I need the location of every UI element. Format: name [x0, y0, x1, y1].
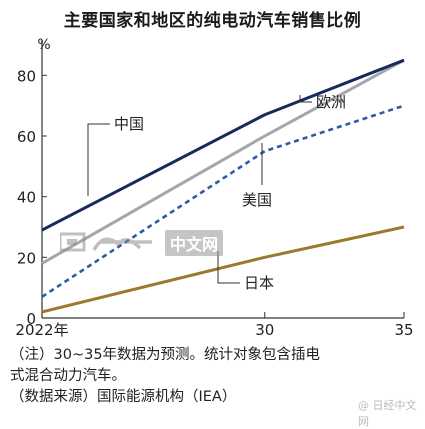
note-line-2: 式混合动力汽车。	[10, 368, 126, 384]
x-tick-label: 35	[394, 321, 413, 339]
watermark-corner: @ 日经中文网	[358, 399, 417, 428]
series-label-2: 美国	[242, 191, 272, 209]
y-axis-unit: %	[37, 37, 50, 53]
y-tick-label: 60	[17, 128, 36, 146]
chart-title: 主要国家和地区的纯电动汽车销售比例	[63, 11, 362, 31]
x-tick-label: 2022年	[15, 321, 68, 339]
chart-notes: （注）30~35年数据为预测。统计对象包含插电 式混合动力汽车。 （数据来源）国…	[10, 345, 420, 408]
note-source: （数据来源）国际能源机构（IEA）	[10, 389, 237, 405]
series-label-3: 日本	[244, 274, 274, 292]
note-line-1: （注）30~35年数据为预测。统计对象包含插电	[10, 347, 321, 363]
series-line-0	[41, 58, 405, 232]
watermark-box: 中文网	[165, 230, 224, 256]
watermark-logo	[58, 230, 160, 258]
series-label-1: 欧洲	[316, 93, 346, 111]
y-tick-label: 80	[17, 67, 36, 85]
y-tick-label: 20	[17, 249, 36, 267]
x-tick-label: 30	[255, 321, 274, 339]
y-tick-label: 40	[17, 189, 36, 207]
y-tick-label: 0	[26, 310, 36, 328]
series-label-0: 中国	[114, 115, 144, 133]
series-leader-0	[87, 123, 110, 196]
series-leader-1	[299, 95, 312, 103]
series-line-3	[41, 225, 405, 314]
series-leader-3	[217, 251, 240, 284]
series-line-1	[41, 58, 405, 265]
series-line-2	[41, 104, 405, 298]
